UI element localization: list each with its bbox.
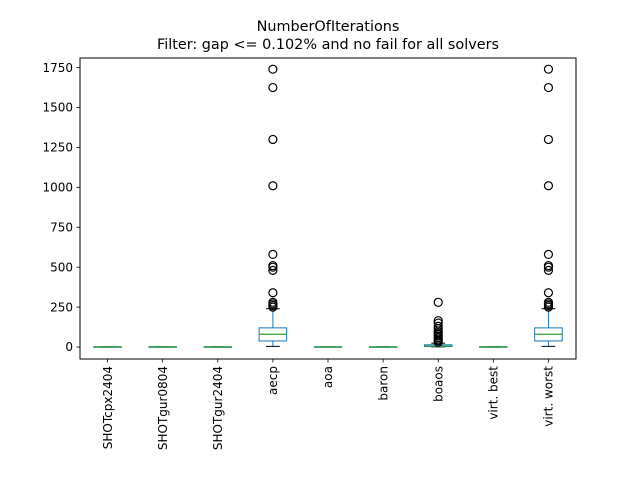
- flier-point: [268, 297, 278, 307]
- x-tick-label: boaos: [431, 366, 445, 402]
- y-tick-label: 250: [50, 300, 73, 314]
- x-tick-label: aoa: [321, 366, 335, 388]
- x-tick-label: SHOTcpx2404: [101, 366, 115, 449]
- x-tick-label: virt. worst: [542, 366, 556, 427]
- flier-point: [543, 249, 554, 260]
- boxes: [93, 64, 563, 348]
- box-6: [423, 297, 453, 348]
- y-axis: 0 250 500 750 1000 1250 1500 1750: [42, 61, 80, 354]
- y-tick-label: 0: [65, 340, 73, 354]
- flier-point: [543, 265, 554, 275]
- flier-point: [543, 181, 554, 191]
- flier-point: [268, 249, 278, 260]
- flier-point: [433, 321, 443, 331]
- flier-point: [543, 260, 554, 271]
- y-tick-label: 1250: [42, 141, 73, 155]
- x-tick-label: baron: [376, 366, 390, 401]
- box-1: [148, 346, 177, 348]
- box-2: [203, 346, 233, 348]
- y-tick-label: 750: [50, 220, 73, 234]
- x-axis: SHOTcpx2404 SHOTgur0804 SHOTgur2404 aecp aoa…: [101, 359, 556, 450]
- y-tick-label: 1000: [42, 181, 73, 195]
- flier-point: [268, 181, 278, 191]
- box-4: [313, 346, 343, 348]
- flier-point: [543, 64, 554, 74]
- box-8: [534, 64, 563, 347]
- flier-point: [543, 82, 554, 93]
- chart-subtitle: Filter: gap <= 0.102% and no fail for al…: [157, 37, 499, 53]
- x-tick-label: SHOTgur0804: [156, 366, 170, 450]
- x-tick-label: SHOTgur2404: [211, 366, 225, 450]
- flier-point: [268, 260, 278, 271]
- chart-title: NumberOfIterations: [257, 19, 400, 35]
- plot-frame: [79, 57, 577, 360]
- box-3: [258, 64, 288, 347]
- flier-point: [543, 288, 554, 298]
- x-tick-label: aecp: [266, 366, 280, 395]
- box-5: [368, 346, 398, 348]
- box-7: [479, 346, 508, 348]
- flier-point: [433, 318, 443, 328]
- flier-point: [433, 316, 443, 326]
- y-tick-label: 1750: [42, 61, 73, 75]
- box-0: [93, 346, 122, 348]
- flier-point: [268, 64, 278, 74]
- flier-point: [433, 297, 443, 307]
- flier-point: [268, 265, 278, 275]
- y-tick-label: 1500: [42, 101, 73, 115]
- flier-point: [268, 288, 278, 298]
- flier-point: [268, 82, 278, 93]
- y-tick-label: 500: [50, 260, 73, 274]
- flier-point: [268, 134, 278, 145]
- flier-point: [543, 134, 554, 145]
- flier-point: [543, 297, 554, 307]
- x-tick-label: virt. best: [487, 366, 501, 420]
